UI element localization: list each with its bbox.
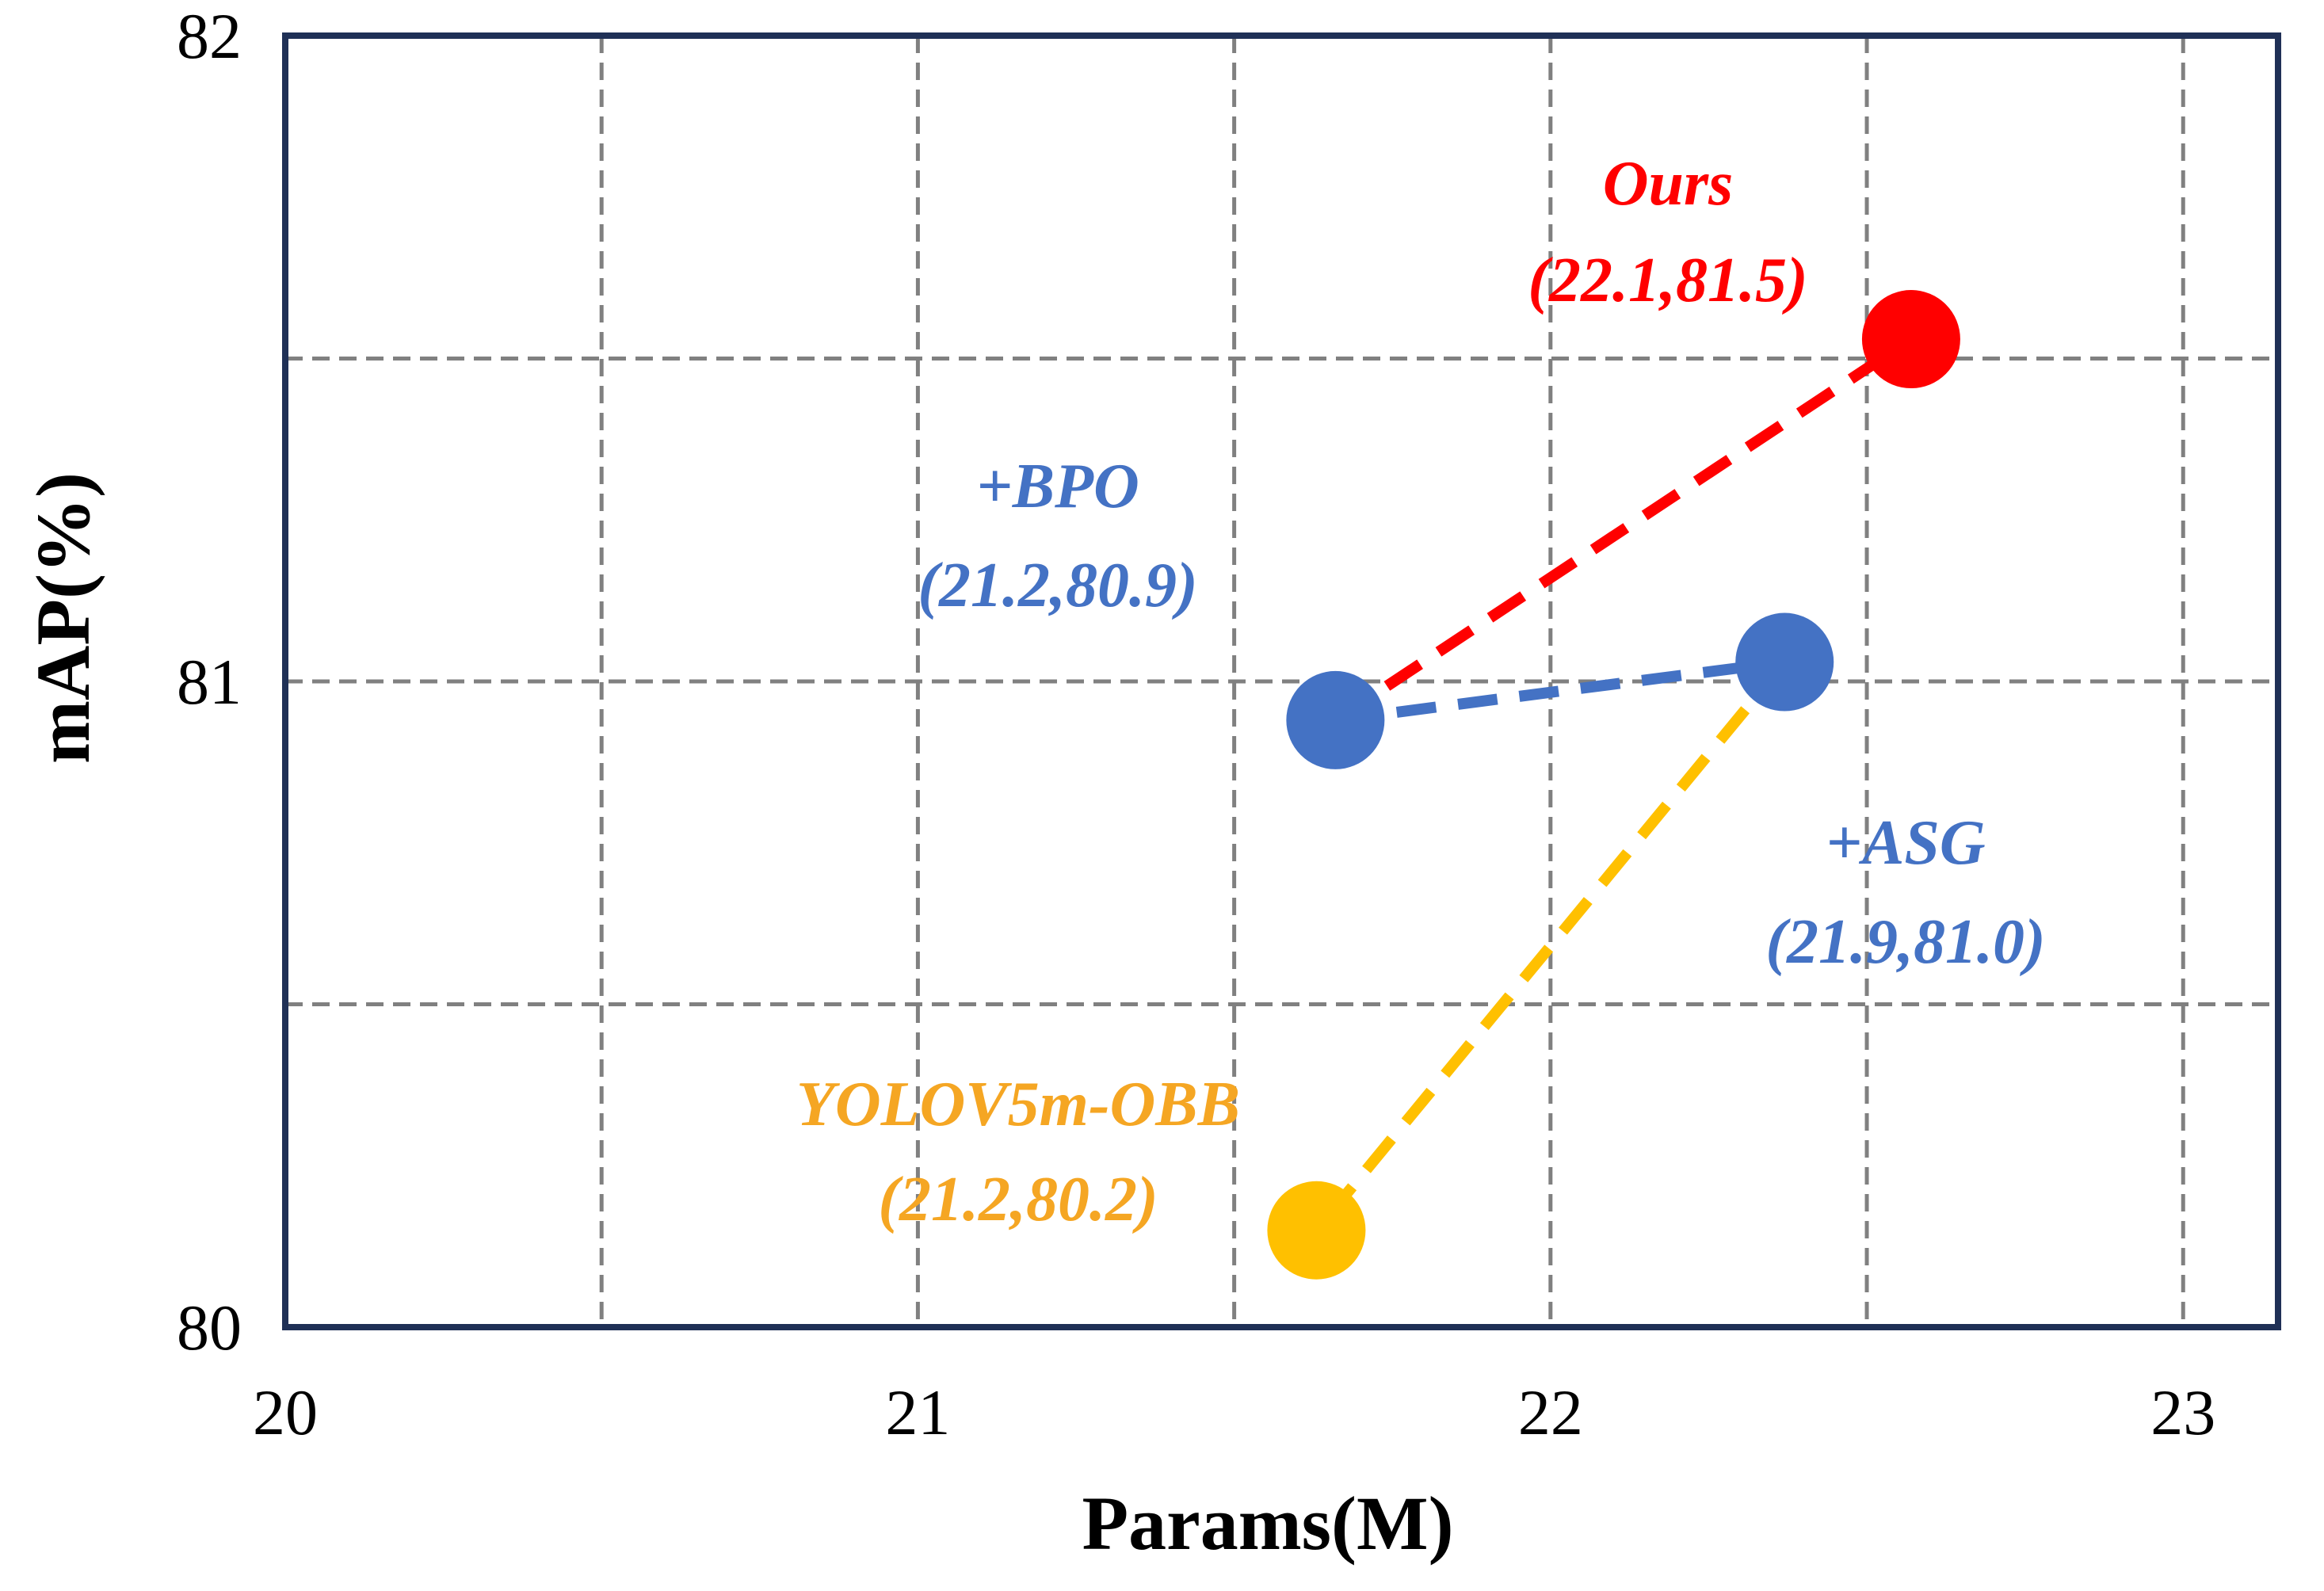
- y-axis-title: mAP(%): [21, 472, 105, 764]
- y-tick-label-80: 80: [177, 1291, 242, 1364]
- point-ours: [1861, 290, 1960, 389]
- x-axis-title: Params(M): [1082, 1481, 1453, 1566]
- ours-label: Ours: [1603, 149, 1734, 219]
- x-tick-label-23: 23: [2150, 1376, 2215, 1448]
- yolo-label: YOLOV5m-OBB: [796, 1070, 1240, 1139]
- point-yolov5m-obb: [1267, 1181, 1366, 1280]
- connection-line-1: [1334, 656, 1786, 726]
- bpo-coords: (21.2,80.9): [918, 551, 1197, 620]
- yolo-coords: (21.2,80.2): [878, 1165, 1158, 1234]
- point-bpo: [1286, 670, 1385, 769]
- ours-coords: (22.1,81.5): [1528, 246, 1807, 315]
- point-asg: [1735, 612, 1834, 712]
- tick-labels: 20 21 22 23 80 81 82: [177, 0, 2215, 1448]
- y-tick-label-81: 81: [177, 646, 242, 718]
- x-tick-label-22: 22: [1518, 1376, 1583, 1448]
- bpo-label: +BPO: [976, 452, 1139, 521]
- asg-label: +ASG: [1826, 808, 1985, 878]
- x-tick-label-20: 20: [253, 1376, 318, 1448]
- connection-line-2: [1332, 334, 1914, 725]
- x-tick-label-21: 21: [885, 1376, 950, 1448]
- data-points: [1267, 290, 1960, 1280]
- plot-frame: [282, 32, 2281, 1330]
- grid-lines: [285, 36, 2278, 1327]
- y-tick-label-82: 82: [177, 0, 242, 72]
- asg-coords: (21.9,81.0): [1765, 907, 2045, 977]
- connection-lines: [1312, 334, 1914, 1234]
